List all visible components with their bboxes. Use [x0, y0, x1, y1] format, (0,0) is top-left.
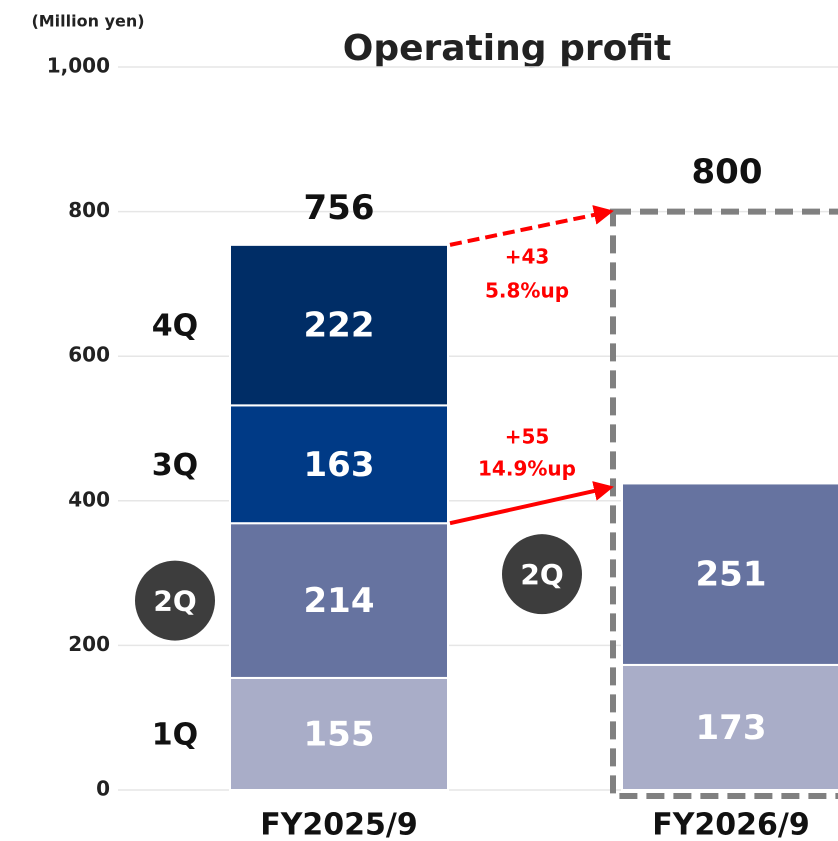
- annotation: +43: [505, 245, 550, 269]
- x-tick-label: FY2025/9: [260, 808, 418, 841]
- bar-segment: [229, 243, 449, 407]
- y-tick-label: 200: [68, 632, 110, 656]
- value-label: 163: [304, 445, 375, 485]
- y-tick-label: 1,000: [47, 54, 110, 78]
- y-tick-label: 400: [68, 487, 110, 511]
- y-tick-label: 0: [96, 777, 110, 801]
- bar-segment: [621, 482, 838, 666]
- series-label: 2Q: [520, 558, 563, 591]
- annotation: 14.9%up: [478, 457, 576, 481]
- series-badge: [135, 560, 215, 641]
- y-tick-label: 600: [68, 343, 110, 367]
- bar-segment: [621, 663, 838, 792]
- annotation: +55: [505, 425, 550, 449]
- series-label: 2Q: [153, 585, 196, 618]
- y-axis-label: (Million yen): [31, 12, 144, 31]
- change-arrow: [449, 481, 614, 526]
- value-label: 155: [304, 714, 375, 754]
- series-badge: [502, 534, 582, 615]
- bar-segment: [229, 676, 449, 791]
- y-tick-label: 800: [68, 198, 110, 222]
- chart-title: Operating profit: [343, 28, 671, 69]
- series-label: 1Q: [152, 717, 198, 752]
- series-label: 3Q: [152, 448, 198, 483]
- x-tick-label: FY2026/9: [652, 808, 810, 841]
- value-label: 214: [304, 581, 375, 621]
- total-label: 756: [304, 188, 375, 228]
- value-label: 173: [696, 708, 767, 748]
- value-label: 222: [304, 306, 375, 346]
- value-label: 251: [696, 555, 767, 595]
- change-arrow: [449, 205, 614, 247]
- total-label: 800: [692, 152, 763, 192]
- bar-segment: [229, 522, 449, 679]
- series-label: 4Q: [152, 309, 198, 344]
- forecast-box: [610, 208, 838, 800]
- annotation: 5.8%up: [485, 279, 569, 303]
